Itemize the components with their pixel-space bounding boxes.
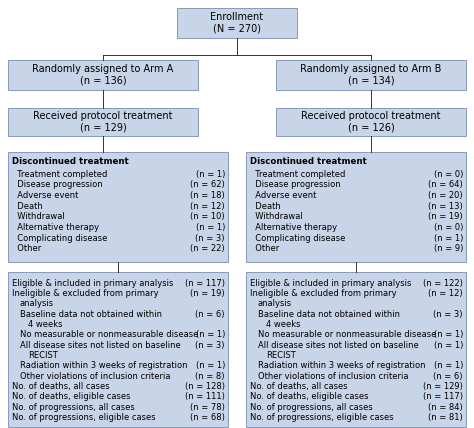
Text: No. of progressions, all cases: No. of progressions, all cases bbox=[250, 403, 373, 412]
Bar bbox=[8, 272, 228, 427]
Text: RECIST: RECIST bbox=[28, 351, 58, 360]
Bar bbox=[276, 108, 466, 136]
Text: Ineligible & excluded from primary: Ineligible & excluded from primary bbox=[12, 289, 159, 298]
Text: Other violations of inclusion criteria: Other violations of inclusion criteria bbox=[258, 372, 409, 381]
Text: (n = 12): (n = 12) bbox=[428, 289, 463, 298]
Text: RECIST: RECIST bbox=[266, 351, 296, 360]
Text: (n = 1): (n = 1) bbox=[196, 223, 225, 232]
Text: (n = 64): (n = 64) bbox=[428, 181, 463, 190]
Text: Adverse event: Adverse event bbox=[250, 191, 316, 200]
Text: Received protocol treatment
(n = 129): Received protocol treatment (n = 129) bbox=[33, 111, 173, 133]
Text: Baseline data not obtained within: Baseline data not obtained within bbox=[258, 309, 400, 318]
Text: Other: Other bbox=[250, 244, 279, 253]
Text: (n = 81): (n = 81) bbox=[428, 413, 463, 422]
Text: All disease sites not listed on baseline: All disease sites not listed on baseline bbox=[258, 341, 419, 350]
Text: Randomly assigned to Arm A
(n = 136): Randomly assigned to Arm A (n = 136) bbox=[32, 64, 173, 86]
Text: (n = 1): (n = 1) bbox=[196, 361, 225, 370]
Text: (n = 20): (n = 20) bbox=[428, 191, 463, 200]
Text: (n = 0): (n = 0) bbox=[434, 170, 463, 179]
Text: Randomly assigned to Arm B
(n = 134): Randomly assigned to Arm B (n = 134) bbox=[301, 64, 442, 86]
Bar bbox=[276, 60, 466, 90]
Text: (n = 3): (n = 3) bbox=[434, 309, 463, 318]
Text: Ineligible & excluded from primary: Ineligible & excluded from primary bbox=[250, 289, 397, 298]
Bar bbox=[8, 60, 198, 90]
Text: Complicating disease: Complicating disease bbox=[250, 234, 346, 243]
Text: (n = 84): (n = 84) bbox=[428, 403, 463, 412]
Text: All disease sites not listed on baseline: All disease sites not listed on baseline bbox=[20, 341, 181, 350]
Text: Discontinued treatment: Discontinued treatment bbox=[250, 157, 367, 166]
Text: (n = 117): (n = 117) bbox=[185, 279, 225, 288]
Text: (n = 122): (n = 122) bbox=[423, 279, 463, 288]
Text: Enrollment
(N = 270): Enrollment (N = 270) bbox=[210, 12, 264, 34]
Text: No. of deaths, eligible cases: No. of deaths, eligible cases bbox=[12, 392, 130, 401]
Text: (n = 6): (n = 6) bbox=[195, 309, 225, 318]
Text: (n = 8): (n = 8) bbox=[195, 372, 225, 381]
Text: (n = 3): (n = 3) bbox=[195, 234, 225, 243]
Text: (n = 6): (n = 6) bbox=[434, 372, 463, 381]
Text: Disease progression: Disease progression bbox=[250, 181, 341, 190]
Text: Alternative therapy: Alternative therapy bbox=[250, 223, 337, 232]
Text: No. of deaths, all cases: No. of deaths, all cases bbox=[12, 382, 109, 391]
Text: (n = 12): (n = 12) bbox=[191, 202, 225, 211]
Text: Eligible & included in primary analysis: Eligible & included in primary analysis bbox=[250, 279, 411, 288]
Text: Received protocol treatment
(n = 126): Received protocol treatment (n = 126) bbox=[301, 111, 441, 133]
Text: (n = 117): (n = 117) bbox=[423, 392, 463, 401]
Text: Withdrawal: Withdrawal bbox=[250, 212, 303, 221]
Text: analysis: analysis bbox=[20, 299, 54, 308]
Text: Discontinued treatment: Discontinued treatment bbox=[12, 157, 129, 166]
Text: Alternative therapy: Alternative therapy bbox=[12, 223, 99, 232]
Text: (n = 1): (n = 1) bbox=[434, 234, 463, 243]
Text: (n = 111): (n = 111) bbox=[185, 392, 225, 401]
Text: No measurable or nonmeasurable disease: No measurable or nonmeasurable disease bbox=[258, 330, 437, 339]
Text: Adverse event: Adverse event bbox=[12, 191, 78, 200]
Text: analysis: analysis bbox=[258, 299, 292, 308]
Text: Treatment completed: Treatment completed bbox=[250, 170, 346, 179]
Text: (n = 9): (n = 9) bbox=[434, 244, 463, 253]
Text: (n = 1): (n = 1) bbox=[434, 361, 463, 370]
Text: (n = 19): (n = 19) bbox=[191, 289, 225, 298]
Text: (n = 1): (n = 1) bbox=[196, 330, 225, 339]
Text: (n = 128): (n = 128) bbox=[185, 382, 225, 391]
Text: (n = 13): (n = 13) bbox=[428, 202, 463, 211]
Text: Eligible & included in primary analysis: Eligible & included in primary analysis bbox=[12, 279, 173, 288]
Text: Death: Death bbox=[250, 202, 281, 211]
Text: (n = 129): (n = 129) bbox=[423, 382, 463, 391]
Text: (n = 22): (n = 22) bbox=[191, 244, 225, 253]
Text: No. of deaths, all cases: No. of deaths, all cases bbox=[250, 382, 347, 391]
Text: No. of deaths, eligible cases: No. of deaths, eligible cases bbox=[250, 392, 368, 401]
Text: (n = 10): (n = 10) bbox=[191, 212, 225, 221]
Text: (n = 78): (n = 78) bbox=[190, 403, 225, 412]
Text: Withdrawal: Withdrawal bbox=[12, 212, 65, 221]
Text: No. of progressions, all cases: No. of progressions, all cases bbox=[12, 403, 135, 412]
Text: (n = 19): (n = 19) bbox=[428, 212, 463, 221]
Text: Complicating disease: Complicating disease bbox=[12, 234, 108, 243]
Text: (n = 18): (n = 18) bbox=[190, 191, 225, 200]
Text: Other: Other bbox=[12, 244, 41, 253]
Text: Treatment completed: Treatment completed bbox=[12, 170, 108, 179]
Bar bbox=[246, 152, 466, 262]
Text: (n = 68): (n = 68) bbox=[190, 413, 225, 422]
Text: 4 weeks: 4 weeks bbox=[266, 320, 301, 329]
Text: (n = 62): (n = 62) bbox=[190, 181, 225, 190]
Bar bbox=[8, 152, 228, 262]
Text: Death: Death bbox=[12, 202, 43, 211]
Text: Radiation within 3 weeks of registration: Radiation within 3 weeks of registration bbox=[258, 361, 426, 370]
Text: Disease progression: Disease progression bbox=[12, 181, 103, 190]
Text: Radiation within 3 weeks of registration: Radiation within 3 weeks of registration bbox=[20, 361, 188, 370]
Bar bbox=[8, 108, 198, 136]
Bar bbox=[246, 272, 466, 427]
Text: No measurable or nonmeasurable disease: No measurable or nonmeasurable disease bbox=[20, 330, 199, 339]
Text: (n = 3): (n = 3) bbox=[195, 341, 225, 350]
Text: 4 weeks: 4 weeks bbox=[28, 320, 63, 329]
Bar bbox=[177, 8, 297, 38]
Text: No. of progressions, eligible cases: No. of progressions, eligible cases bbox=[12, 413, 155, 422]
Text: Other violations of inclusion criteria: Other violations of inclusion criteria bbox=[20, 372, 171, 381]
Text: (n = 1): (n = 1) bbox=[434, 330, 463, 339]
Text: (n = 1): (n = 1) bbox=[434, 341, 463, 350]
Text: (n = 0): (n = 0) bbox=[434, 223, 463, 232]
Text: Baseline data not obtained within: Baseline data not obtained within bbox=[20, 309, 162, 318]
Text: (n = 1): (n = 1) bbox=[196, 170, 225, 179]
Text: No. of progressions, eligible cases: No. of progressions, eligible cases bbox=[250, 413, 393, 422]
